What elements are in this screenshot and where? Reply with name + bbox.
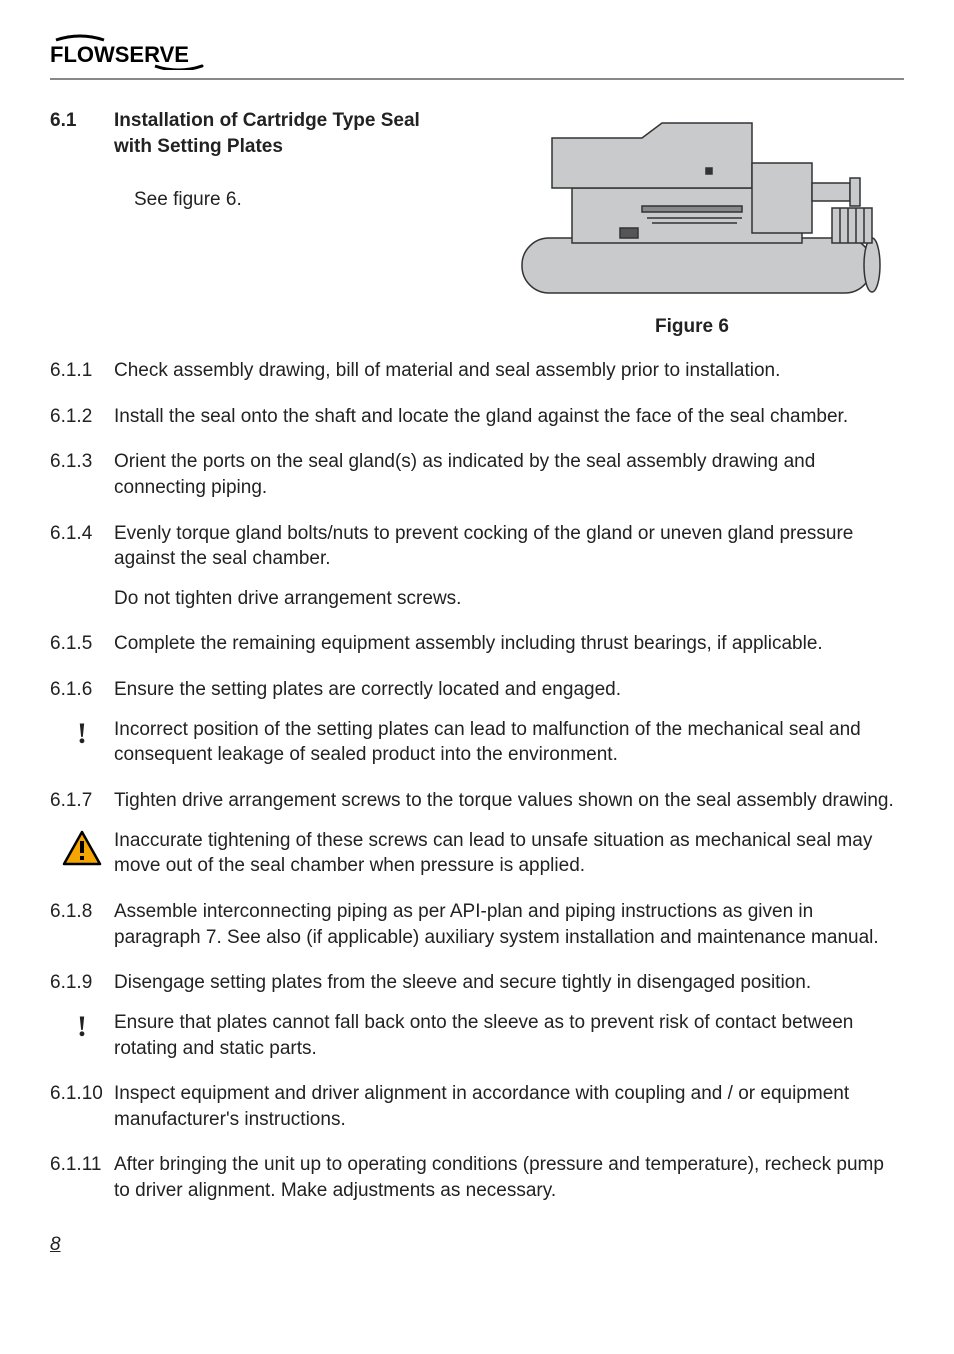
item-number: 6.1.4 [50, 521, 114, 547]
logo-text: FLOWSERVE [50, 42, 189, 67]
item-text: Ensure the setting plates are correctly … [114, 677, 621, 703]
item-number: 6.1.9 [50, 970, 114, 996]
list-item: 6.1.9Disengage setting plates from the s… [50, 970, 904, 996]
item-text: Check assembly drawing, bill of material… [114, 358, 780, 384]
list-item: 6.1.6Ensure the setting plates are corre… [50, 677, 904, 703]
list-item: 6.1.2Install the seal onto the shaft and… [50, 404, 904, 430]
item-number: 6.1.8 [50, 899, 114, 925]
figure-6-diagram [492, 108, 892, 308]
item-text: Assemble interconnecting piping as per A… [114, 899, 904, 950]
list-item: 6.1.7Tighten drive arrangement screws to… [50, 788, 904, 814]
section-number: 6.1 [50, 108, 114, 134]
list-item: 6.1.5Complete the remaining equipment as… [50, 631, 904, 657]
item-number: 6.1.5 [50, 631, 114, 657]
see-figure-text: See figure 6. [134, 189, 460, 211]
item-text: Evenly torque gland bolts/nuts to preven… [114, 521, 904, 612]
item-text: Tighten drive arrangement screws to the … [114, 788, 894, 814]
item-number: 6.1.11 [50, 1152, 114, 1178]
item-number: 6.1.3 [50, 449, 114, 475]
section-heading: 6.1 Installation of Cartridge Type Seal … [50, 108, 460, 159]
item-number: 6.1.1 [50, 358, 114, 384]
note-text: Incorrect position of the setting plates… [114, 717, 904, 768]
figure-caption: Figure 6 [480, 316, 904, 338]
attention-note: !Ensure that plates cannot fall back ont… [50, 1010, 904, 1061]
header-divider [50, 78, 904, 80]
item-number: 6.1.7 [50, 788, 114, 814]
item-text: Inspect equipment and driver alignment i… [114, 1081, 904, 1132]
attention-icon: ! [50, 1010, 114, 1042]
warning-note: Inaccurate tightening of these screws ca… [50, 828, 904, 879]
item-text: Disengage setting plates from the sleeve… [114, 970, 811, 996]
logo: FLOWSERVE [50, 30, 904, 70]
list-item: 6.1.3Orient the ports on the seal gland(… [50, 449, 904, 500]
list-item: 6.1.1Check assembly drawing, bill of mat… [50, 358, 904, 384]
item-number: 6.1.2 [50, 404, 114, 430]
item-text: Complete the remaining equipment assembl… [114, 631, 823, 657]
warning-icon [50, 828, 114, 866]
list-item: 6.1.4Evenly torque gland bolts/nuts to p… [50, 521, 904, 612]
list-item: 6.1.8Assemble interconnecting piping as … [50, 899, 904, 950]
note-text: Inaccurate tightening of these screws ca… [114, 828, 904, 879]
attention-icon: ! [50, 717, 114, 749]
note-text: Ensure that plates cannot fall back onto… [114, 1010, 904, 1061]
list-item: 6.1.11After bringing the unit up to oper… [50, 1152, 904, 1203]
item-text: Install the seal onto the shaft and loca… [114, 404, 848, 430]
section-title: Installation of Cartridge Type Seal with… [114, 108, 460, 159]
page-number: 8 [50, 1234, 904, 1256]
item-text: Orient the ports on the seal gland(s) as… [114, 449, 904, 500]
attention-note: !Incorrect position of the setting plate… [50, 717, 904, 768]
item-number: 6.1.6 [50, 677, 114, 703]
item-text: After bringing the unit up to operating … [114, 1152, 904, 1203]
item-number: 6.1.10 [50, 1081, 114, 1107]
list-item: 6.1.10Inspect equipment and driver align… [50, 1081, 904, 1132]
